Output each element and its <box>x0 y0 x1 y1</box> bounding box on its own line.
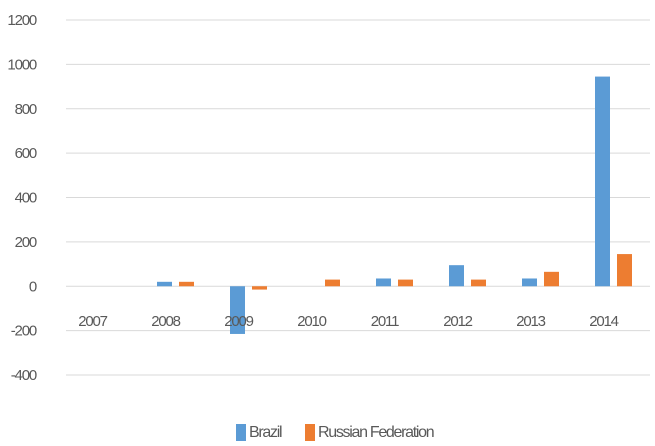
bar-brazil-2008 <box>157 281 172 287</box>
legend: Brazil Russian Federation <box>236 424 435 441</box>
y-axis-tick-labels: -400 -200 0 200 400 600 800 1000 1200 <box>7 12 38 384</box>
x-axis-tick-labels: 2007 2008 2009 2010 2011 2012 2013 2014 <box>78 313 620 330</box>
x-tick-label: 2009 <box>224 313 253 330</box>
x-tick-label: 2013 <box>516 313 545 330</box>
bar-russian-federation-2010 <box>325 279 340 287</box>
bar-russian-federation-2014 <box>617 254 632 287</box>
x-tick-label: 2011 <box>371 313 399 330</box>
bar-brazil-2014 <box>595 76 610 287</box>
y-tick-label: -200 <box>11 323 37 340</box>
bar-russian-federation-2011 <box>398 279 413 287</box>
y-tick-label: 600 <box>15 145 37 162</box>
bar-russian-federation-2012 <box>471 279 486 287</box>
bar-russian-federation-2009 <box>252 286 267 290</box>
y-tick-label: 800 <box>15 101 37 118</box>
x-tick-label: 2014 <box>589 313 618 330</box>
y-tick-label: 0 <box>29 278 37 295</box>
y-tick-label: 400 <box>15 190 37 207</box>
bar-brazil-2009 <box>230 286 245 334</box>
legend-swatch-russian-federation <box>305 424 315 441</box>
legend-label-russian-federation: Russian Federation <box>318 424 434 441</box>
x-tick-label: 2008 <box>151 313 180 330</box>
y-tick-label: 200 <box>15 234 37 251</box>
legend-swatch-brazil <box>236 424 246 441</box>
y-tick-label: -400 <box>11 367 37 384</box>
y-tick-label: 1000 <box>7 56 36 73</box>
x-tick-label: 2010 <box>297 313 326 330</box>
bar-brazil-2012 <box>449 265 464 287</box>
bar-brazil-2013 <box>522 278 537 287</box>
bar-russian-federation-2008 <box>179 281 194 287</box>
x-tick-label: 2012 <box>443 313 472 330</box>
bars <box>157 76 632 334</box>
bar-brazil-2011 <box>376 278 391 287</box>
legend-label-brazil: Brazil <box>249 424 282 441</box>
y-tick-label: 1200 <box>7 12 36 29</box>
x-tick-label: 2007 <box>78 313 107 330</box>
bar-russian-federation-2013 <box>544 271 559 287</box>
